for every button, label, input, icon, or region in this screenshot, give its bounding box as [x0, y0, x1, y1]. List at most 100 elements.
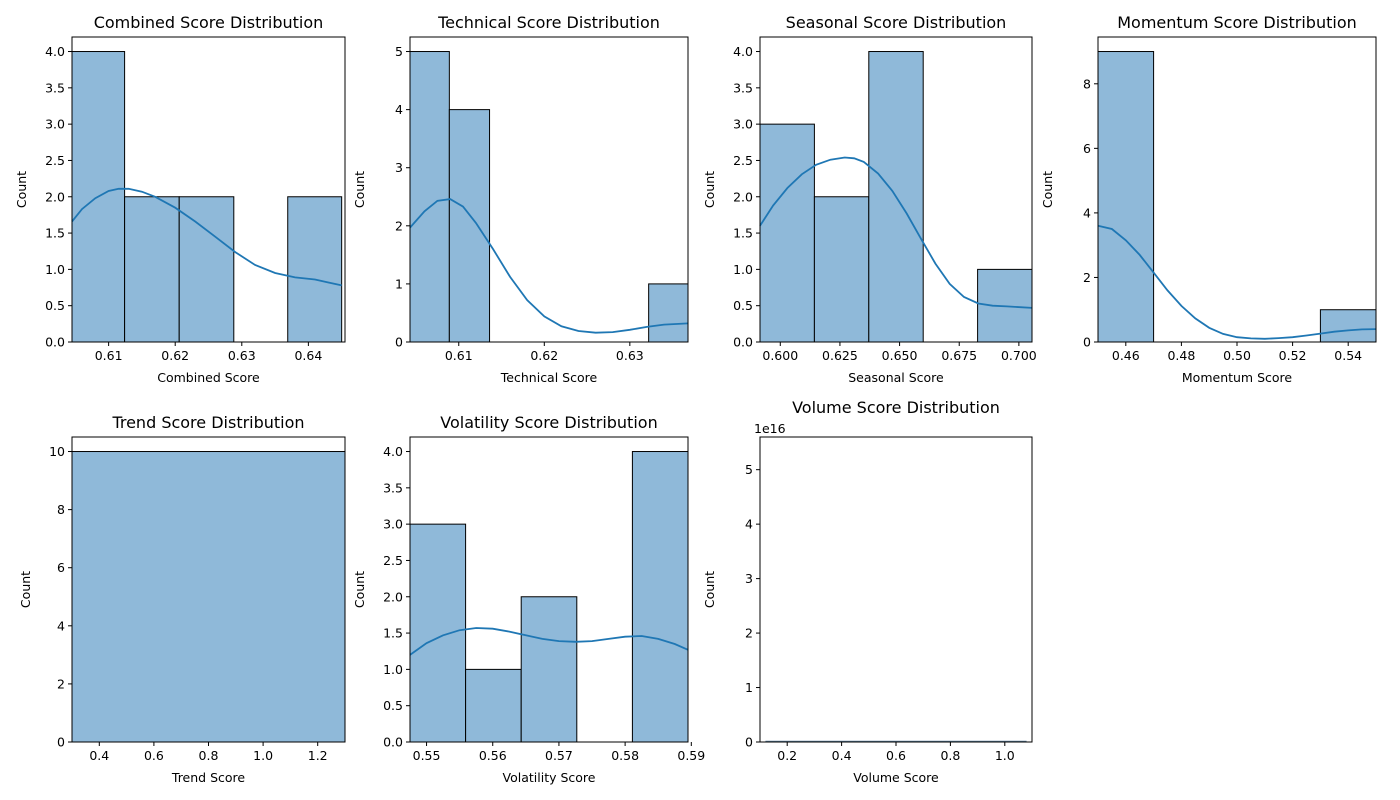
x-tick-label: 0.52	[1279, 348, 1307, 363]
x-tick-label: 0.600	[762, 348, 798, 363]
y-tick-label: 2	[395, 218, 403, 233]
subplot-title: Trend Score Distribution	[111, 413, 304, 432]
y-axis-label: Count	[352, 171, 367, 208]
subplot-title: Momentum Score Distribution	[1117, 13, 1357, 32]
y-tick-label: 2.5	[45, 153, 65, 168]
y-tick-label: 3.0	[733, 117, 753, 132]
x-tick-label: 0.64	[294, 348, 322, 363]
subplot-4: 0.46 0.48 0.50 0.52 0.54 0 2 4 6 8 Momentum Score …	[1040, 13, 1377, 385]
x-tick-label: 0.63	[616, 348, 644, 363]
x-tick-label: 0.61	[95, 348, 123, 363]
y-tick-label: 1.0	[383, 662, 403, 677]
y-tick-label: 0	[1083, 335, 1091, 350]
x-tick-label: 0.4	[832, 748, 852, 763]
y-tick-label: 4.0	[733, 44, 753, 59]
y-axis-label: Count	[352, 571, 367, 608]
subplot-3: 0.600 0.625 0.650 0.675 0.700 0.0 0.5 1.0 1.5 2.0…	[702, 13, 1037, 385]
y-tick-label: 8	[57, 502, 65, 517]
y-tick-label: 0	[395, 335, 403, 350]
y-tick-label: 3	[395, 160, 403, 175]
subplot-5: 0.4 0.6 0.8 1.0 1.2 0 2 4 6 8 10 Trend Score Distri…	[18, 413, 346, 785]
histogram-bar	[71, 451, 346, 743]
y-tick-label: 6	[57, 560, 65, 575]
y-tick-label: 0.5	[733, 298, 753, 313]
y-tick-label: 1	[745, 680, 753, 695]
x-tick-label: 0.50	[1223, 348, 1251, 363]
y-tick-label: 6	[1083, 141, 1091, 156]
y-tick-label: 0.5	[383, 698, 403, 713]
x-tick-label: 0.8	[199, 748, 219, 763]
x-axis-label: Seasonal Score	[848, 370, 944, 385]
histogram-bar	[813, 196, 870, 343]
x-tick-label: 0.62	[530, 348, 558, 363]
y-tick-label: 0	[57, 735, 65, 750]
x-tick-label: 0.57	[545, 748, 573, 763]
y-tick-label: 0.0	[383, 735, 403, 750]
x-axis-label: Momentum Score	[1182, 370, 1293, 385]
x-tick-label: 0.48	[1167, 348, 1195, 363]
y-tick-label: 2	[57, 676, 65, 691]
y-tick-label: 5	[745, 462, 753, 477]
subplot-6: 0.55 0.56 0.57 0.58 0.59 0.0 0.5 1.0 1.5 2.0 2.5 3.…	[352, 413, 705, 785]
x-axis-label: Technical Score	[500, 370, 598, 385]
histogram-bar	[520, 596, 578, 743]
y-tick-label: 4.0	[383, 444, 403, 459]
y-tick-label: 4	[1083, 205, 1091, 220]
axes-frame	[759, 436, 1033, 743]
y-axis-label: Count	[14, 171, 29, 208]
axes-frame	[409, 36, 689, 343]
histogram-bar	[465, 668, 522, 743]
subplot-title: Combined Score Distribution	[94, 13, 324, 32]
kde-line	[1097, 224, 1377, 340]
x-tick-label: 0.54	[1334, 348, 1362, 363]
y-axis-label: Count	[702, 571, 717, 608]
x-axis-label: Trend Score	[171, 770, 246, 785]
subplot-title: Seasonal Score Distribution	[786, 13, 1007, 32]
histogram-bar	[409, 51, 450, 343]
y-offset-label: 1e16	[754, 421, 786, 436]
x-tick-label: 0.58	[611, 748, 639, 763]
x-axis-label: Volume Score	[853, 770, 939, 785]
x-tick-label: 0.650	[882, 348, 918, 363]
y-tick-label: 8	[1083, 76, 1091, 91]
y-tick-label: 4	[395, 102, 403, 117]
histogram-bar	[124, 196, 180, 343]
x-tick-label: 0.61	[445, 348, 473, 363]
subplot-title: Technical Score Distribution	[437, 13, 660, 32]
kde-line	[409, 627, 689, 656]
x-tick-label: 0.59	[677, 748, 705, 763]
y-tick-label: 3	[745, 571, 753, 586]
kde-line	[409, 198, 689, 334]
y-axis-label: Count	[18, 571, 33, 608]
y-tick-label: 3.0	[383, 517, 403, 532]
y-tick-label: 0.5	[45, 298, 65, 313]
kde-line	[759, 156, 1033, 309]
y-tick-label: 1.5	[733, 226, 753, 241]
x-tick-label: 0.62	[161, 348, 189, 363]
y-tick-label: 4	[57, 618, 65, 633]
histogram-bar	[631, 451, 689, 743]
kde-line	[71, 187, 342, 287]
x-tick-label: 0.55	[413, 748, 441, 763]
x-tick-label: 0.4	[89, 748, 109, 763]
axes-frame	[759, 36, 1033, 343]
histogram-bar	[1097, 51, 1155, 343]
subplot-1: 0.61 0.62 0.63 0.64 0.0 0.5 1.0 1.5 2.0 2.5 3.0 3.5…	[14, 13, 346, 385]
y-tick-label: 2	[1083, 270, 1091, 285]
y-tick-label: 2.0	[733, 189, 753, 204]
histogram-bar	[178, 196, 235, 343]
x-tick-label: 0.625	[822, 348, 858, 363]
x-tick-label: 0.2	[777, 748, 797, 763]
y-tick-label: 10	[49, 444, 65, 459]
x-tick-label: 1.0	[995, 748, 1015, 763]
x-tick-label: 1.2	[308, 748, 328, 763]
histogram-bar	[287, 196, 343, 343]
y-tick-label: 2.0	[383, 589, 403, 604]
x-tick-label: 0.6	[144, 748, 164, 763]
y-tick-label: 1.0	[45, 262, 65, 277]
x-tick-label: 0.8	[940, 748, 960, 763]
x-tick-label: 0.63	[228, 348, 256, 363]
x-axis-label: Volatility Score	[503, 770, 596, 785]
histogram-bar	[759, 123, 815, 343]
